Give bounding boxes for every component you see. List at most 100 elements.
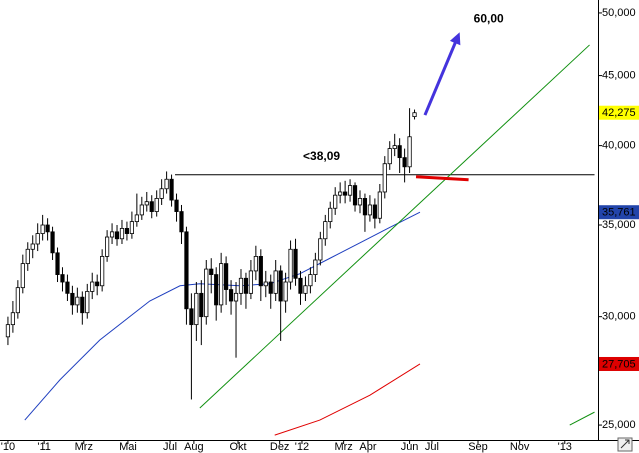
x-tick-label: Aug	[184, 441, 204, 453]
candle-body	[25, 248, 30, 265]
arrow-label: 60,00	[474, 11, 504, 25]
candle-body	[174, 199, 179, 212]
candle-body	[397, 145, 402, 159]
candle-body	[149, 201, 154, 212]
price-label-box	[599, 205, 639, 220]
candle-body	[382, 163, 387, 193]
candle-body	[100, 256, 105, 287]
x-tick-label: Mrz	[75, 441, 93, 453]
candle-body	[407, 136, 412, 168]
candle-body	[347, 185, 353, 196]
candle-body	[283, 281, 288, 302]
candle-body	[258, 256, 263, 287]
x-tick-label: Sep	[468, 441, 488, 453]
y-tick-label: 30,000	[602, 311, 636, 323]
x-tick-label: '12	[295, 441, 309, 453]
candle-body	[303, 285, 308, 294]
candle-body	[343, 191, 348, 196]
candle-body	[278, 270, 283, 302]
candle-body	[109, 231, 115, 238]
candle-body	[129, 221, 134, 234]
candle-body	[209, 268, 214, 275]
candle-body	[5, 324, 11, 338]
x-tick-label: Jun	[401, 441, 419, 453]
corner-button[interactable]	[617, 437, 633, 452]
candle-body	[144, 201, 149, 206]
corner-button-icon[interactable]	[620, 439, 630, 449]
candle-body	[45, 224, 50, 233]
candle-body	[204, 268, 209, 318]
candle-body	[288, 248, 293, 283]
candle-body	[159, 188, 164, 199]
price-label-box	[599, 356, 639, 371]
x-tick-label: '13	[558, 441, 572, 453]
candle-body	[323, 221, 328, 240]
price-label: 42,275	[602, 107, 636, 119]
overlay-line	[199, 44, 590, 409]
candle-body	[134, 214, 139, 223]
level-label: <38,09	[303, 149, 340, 163]
price-label-box	[599, 105, 639, 120]
x-tick-label: Mrz	[334, 441, 352, 453]
candle-body	[169, 178, 174, 201]
candle-body	[55, 252, 60, 275]
candle-body	[387, 148, 392, 165]
candle-body	[50, 231, 55, 254]
candle-body	[228, 289, 234, 302]
candle-body	[243, 277, 249, 294]
x-tick-label: Jul	[163, 441, 177, 453]
candle-body	[139, 204, 144, 216]
y-tick-label: 35,000	[602, 219, 636, 231]
candle-body	[90, 281, 95, 292]
candle-body	[85, 291, 90, 314]
y-tick-label: 25,000	[602, 419, 636, 431]
candle-body	[65, 281, 70, 294]
price-label: 35,761	[602, 207, 636, 219]
price-label: 27,705	[602, 358, 636, 370]
candle-body	[357, 198, 363, 206]
candle-body	[253, 256, 258, 272]
candle-body	[333, 194, 338, 209]
candle-body	[194, 292, 199, 326]
candle-body	[238, 277, 244, 294]
x-tick-label: Okt	[229, 441, 246, 453]
candle-body	[30, 243, 35, 250]
candle-body	[199, 292, 204, 318]
candle-body	[15, 287, 20, 314]
candle-body	[154, 198, 159, 212]
arrow-shaft	[423, 41, 458, 116]
x-tick-label: Apr	[359, 441, 376, 453]
candle-body	[124, 228, 130, 234]
candle-body	[338, 191, 343, 196]
candle-body	[298, 277, 303, 294]
candle-body	[402, 157, 407, 168]
candle-body	[40, 224, 45, 234]
candle-body	[372, 204, 377, 219]
candle-body	[268, 281, 273, 294]
candle-body	[219, 263, 224, 306]
candle-body	[377, 191, 382, 219]
candle-body	[308, 274, 313, 287]
candle-body	[75, 296, 80, 306]
candle-body	[60, 274, 65, 283]
candle-body	[352, 185, 358, 206]
candle-body	[189, 308, 194, 326]
arrow-head	[449, 32, 461, 46]
candle-body	[35, 233, 40, 245]
candle-body	[95, 281, 100, 287]
candle-body	[248, 270, 254, 294]
overlay-line	[415, 175, 469, 182]
candle-body	[293, 248, 298, 279]
overlay-line	[569, 411, 595, 426]
x-tick-label: '11	[37, 441, 51, 453]
candle-body	[20, 263, 25, 289]
candle-body	[105, 236, 110, 257]
candle-body	[70, 292, 75, 306]
candle-body	[10, 312, 15, 326]
x-tick-label: Nov	[510, 441, 530, 453]
candle-body	[119, 228, 125, 240]
candle-body	[224, 263, 229, 290]
candle-body	[214, 274, 219, 306]
candle-body	[412, 112, 417, 118]
